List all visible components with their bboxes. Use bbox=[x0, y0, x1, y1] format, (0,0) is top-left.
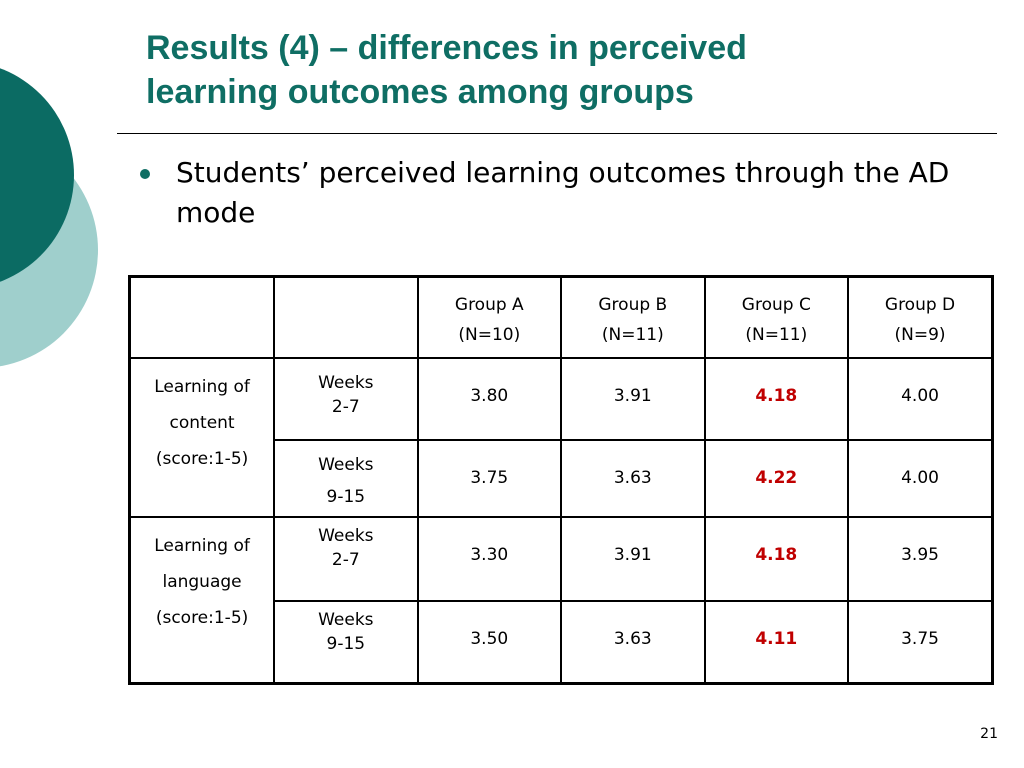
weeks-cell: Weeks 2-7 bbox=[273, 515, 419, 602]
weeks-cell: Weeks 2-7 bbox=[273, 356, 419, 441]
weeks-range: 9-15 bbox=[326, 486, 366, 507]
slide-title: Results (4) – differences in perceived l… bbox=[146, 26, 986, 114]
table-row: Weeks 9-15 3.75 3.63 4.22 4.00 bbox=[130, 438, 994, 518]
value-cell-highlighted: 4.18 bbox=[703, 515, 850, 602]
group-name: Group B bbox=[598, 295, 668, 315]
group-name: Group A bbox=[454, 295, 524, 315]
results-table: Group A (N=10) Group B (N=11) Group C (N… bbox=[128, 275, 994, 685]
weeks-label: Weeks bbox=[318, 609, 374, 630]
value-cell: 3.91 bbox=[560, 515, 706, 602]
value-cell: 3.80 bbox=[416, 356, 563, 441]
table-header-row: Group A (N=10) Group B (N=11) Group C (N… bbox=[128, 275, 994, 359]
value-cell: 3.50 bbox=[416, 599, 563, 685]
header-group-c: Group C (N=11) bbox=[703, 275, 850, 359]
value-cell: 3.75 bbox=[847, 599, 994, 685]
group-name: Group C bbox=[741, 295, 811, 315]
page-number: 21 bbox=[980, 726, 998, 742]
weeks-label: Weeks bbox=[318, 454, 374, 475]
category-label: Learning of bbox=[154, 535, 250, 556]
value-cell-highlighted: 4.18 bbox=[703, 356, 850, 441]
table-row: Weeks 9-15 3.50 3.63 4.11 3.75 bbox=[130, 599, 994, 685]
category-score-range: (score:1-5) bbox=[155, 607, 249, 628]
category-label: language bbox=[162, 571, 242, 592]
value-cell: 3.30 bbox=[416, 515, 563, 602]
group-n: (N=11) bbox=[745, 325, 808, 345]
decorative-circles bbox=[0, 68, 98, 367]
header-empty-cell bbox=[273, 275, 419, 359]
value-cell: 3.91 bbox=[560, 356, 706, 441]
group-name: Group D bbox=[884, 295, 956, 315]
dark-circle bbox=[0, 68, 74, 282]
group-n: (N=11) bbox=[601, 325, 664, 345]
value-cell: 3.95 bbox=[847, 515, 994, 602]
group-n: (N=9) bbox=[894, 325, 946, 345]
title-divider bbox=[117, 133, 997, 134]
header-group-d: Group D (N=9) bbox=[847, 275, 994, 359]
value-cell: 4.00 bbox=[847, 356, 994, 441]
value-cell: 4.00 bbox=[847, 438, 994, 518]
slide-title-line-1: Results (4) – differences in perceived bbox=[146, 29, 747, 67]
weeks-label: Weeks bbox=[318, 372, 374, 393]
weeks-label: Weeks bbox=[318, 525, 374, 546]
table-row: Learning of language (score:1-5) Weeks 2… bbox=[128, 515, 994, 685]
header-group-b: Group B (N=11) bbox=[560, 275, 706, 359]
table-row: Learning of content (score:1-5) Weeks 2-… bbox=[128, 356, 994, 518]
category-language-cell: Learning of language (score:1-5) bbox=[128, 515, 276, 685]
group-n: (N=10) bbox=[458, 325, 521, 345]
bullet-text: Students’ perceived learning outcomes th… bbox=[176, 156, 950, 229]
category-content-cell: Learning of content (score:1-5) bbox=[128, 356, 276, 518]
value-cell: 3.75 bbox=[416, 438, 563, 518]
bullet-icon bbox=[140, 169, 150, 179]
weeks-cell: Weeks 9-15 bbox=[273, 599, 419, 685]
value-cell-highlighted: 4.22 bbox=[703, 438, 850, 518]
value-cell: 3.63 bbox=[560, 599, 706, 685]
weeks-cell: Weeks 9-15 bbox=[273, 438, 419, 518]
header-group-a: Group A (N=10) bbox=[416, 275, 563, 359]
value-cell-highlighted: 4.11 bbox=[703, 599, 850, 685]
header-empty-cell bbox=[128, 275, 276, 359]
weeks-range: 9-15 bbox=[326, 633, 366, 654]
category-label: content bbox=[169, 412, 235, 433]
weeks-range: 2-7 bbox=[331, 549, 360, 570]
value-cell: 3.63 bbox=[560, 438, 706, 518]
category-score-range: (score:1-5) bbox=[155, 448, 249, 469]
slide-title-line-2: learning outcomes among groups bbox=[146, 73, 694, 111]
category-label: Learning of bbox=[154, 376, 250, 397]
weeks-range: 2-7 bbox=[331, 396, 360, 417]
